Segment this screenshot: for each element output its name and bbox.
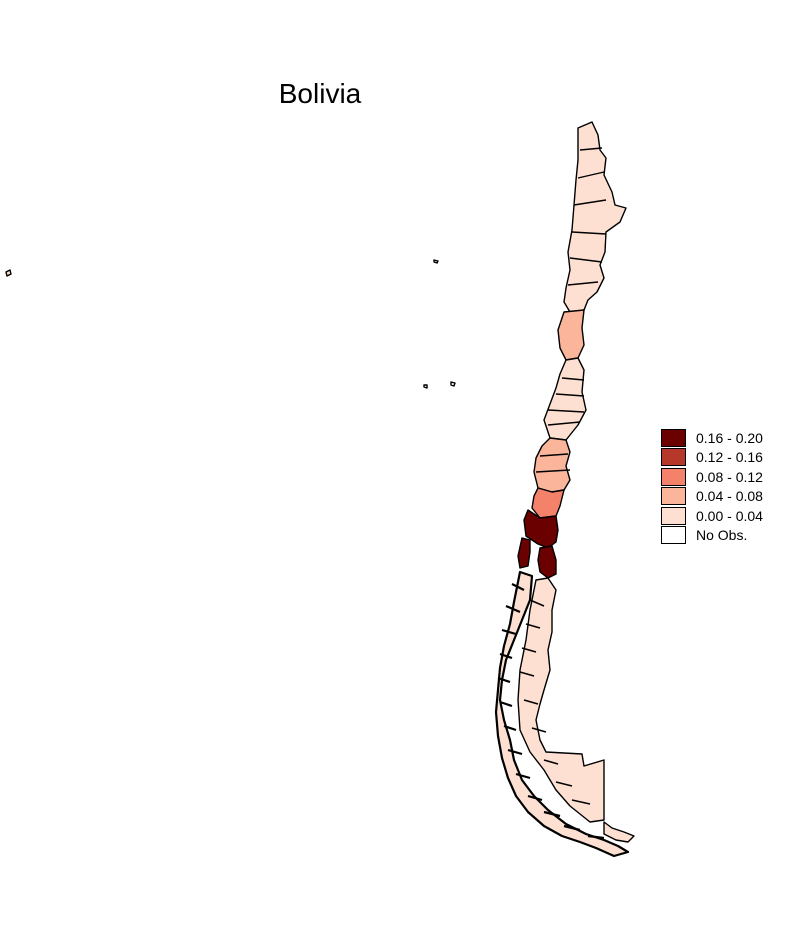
legend-swatch — [661, 448, 686, 467]
legend-label: 0.00 - 0.04 — [696, 507, 763, 524]
legend-swatch — [661, 526, 686, 545]
region-atacama[interactable] — [557, 309, 585, 361]
region-biobio[interactable] — [531, 487, 565, 519]
region-south[interactable] — [517, 577, 605, 823]
legend-label: 0.16 - 0.20 — [696, 429, 763, 446]
legend-label: 0.08 - 0.12 — [696, 468, 763, 485]
region-araucania[interactable] — [523, 509, 559, 549]
map-title: Bolivia — [278, 78, 362, 109]
southern-islands — [494, 570, 630, 858]
legend-item: 0.12 - 0.16 — [661, 448, 763, 468]
legend: 0.16 - 0.20 0.12 - 0.16 0.08 - 0.12 0.04… — [661, 428, 763, 545]
legend-label: 0.12 - 0.16 — [696, 449, 763, 466]
legend-label: 0.04 - 0.08 — [696, 488, 763, 505]
region-central-1[interactable] — [543, 357, 587, 441]
legend-item: 0.16 - 0.20 — [661, 428, 763, 448]
region-los-lagos-island[interactable] — [517, 537, 531, 569]
region-central-2[interactable] — [533, 437, 571, 493]
region-north-1[interactable] — [563, 121, 627, 313]
legend-swatch — [661, 487, 686, 506]
legend-swatch — [661, 467, 686, 486]
legend-swatch — [661, 506, 686, 525]
legend-item: 0.08 - 0.12 — [661, 467, 763, 487]
region-los-lagos[interactable] — [537, 545, 557, 579]
legend-label: No Obs. — [696, 527, 748, 544]
legend-swatch — [661, 428, 686, 447]
legend-item: No Obs. — [661, 526, 763, 546]
legend-item: 0.04 - 0.08 — [661, 487, 763, 507]
legend-item: 0.00 - 0.04 — [661, 506, 763, 526]
